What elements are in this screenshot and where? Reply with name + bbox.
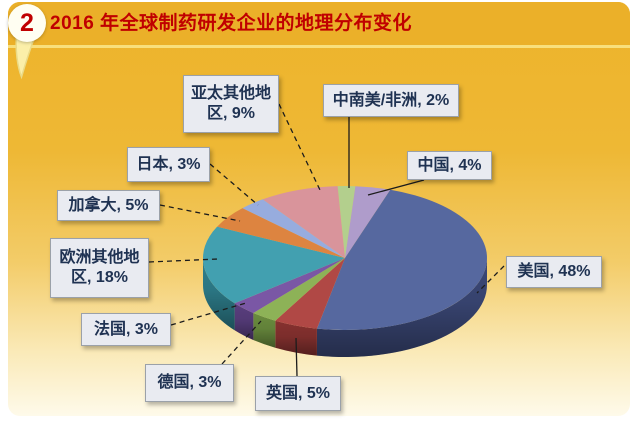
leader-line-德国: [221, 320, 262, 365]
pie-slice-side-shade: [253, 312, 276, 348]
pie-slice-side-shade: [234, 303, 254, 340]
pie-slice-side-shade: [316, 258, 487, 357]
pie-slice-中国: [345, 186, 391, 258]
pie-slice-亚太其他地区: [262, 186, 345, 258]
pie-slice-美国: [316, 189, 488, 331]
pie-slice-中南美/非洲: [337, 186, 356, 258]
pie-slice-加拿大: [217, 208, 345, 258]
pie-slice-法国: [234, 258, 345, 313]
leader-line-英国: [295, 337, 298, 377]
leader-line-加拿大: [159, 204, 241, 222]
title-banner: 2016 年全球制药研发企业的地理分布变化: [8, 2, 630, 48]
leader-line-中国: [367, 179, 425, 196]
pie-slice-英国: [275, 258, 345, 329]
pie-slice-德国: [253, 258, 345, 321]
leader-line-美国: [476, 265, 505, 294]
pie-slice-日本: [242, 199, 345, 258]
leader-line-亚太其他地区: [278, 103, 321, 191]
section-badge: 2: [8, 4, 46, 42]
pie-slice-side-shade: [203, 258, 235, 331]
leader-line-日本: [209, 163, 259, 206]
pie-slice-欧洲其他地区: [203, 226, 345, 304]
section-number: 2: [20, 8, 34, 37]
leader-line-欧洲其他地区: [148, 258, 219, 263]
page-title: 2016 年全球制药研发企业的地理分布变化: [50, 13, 413, 34]
leader-line-法国: [170, 302, 247, 326]
